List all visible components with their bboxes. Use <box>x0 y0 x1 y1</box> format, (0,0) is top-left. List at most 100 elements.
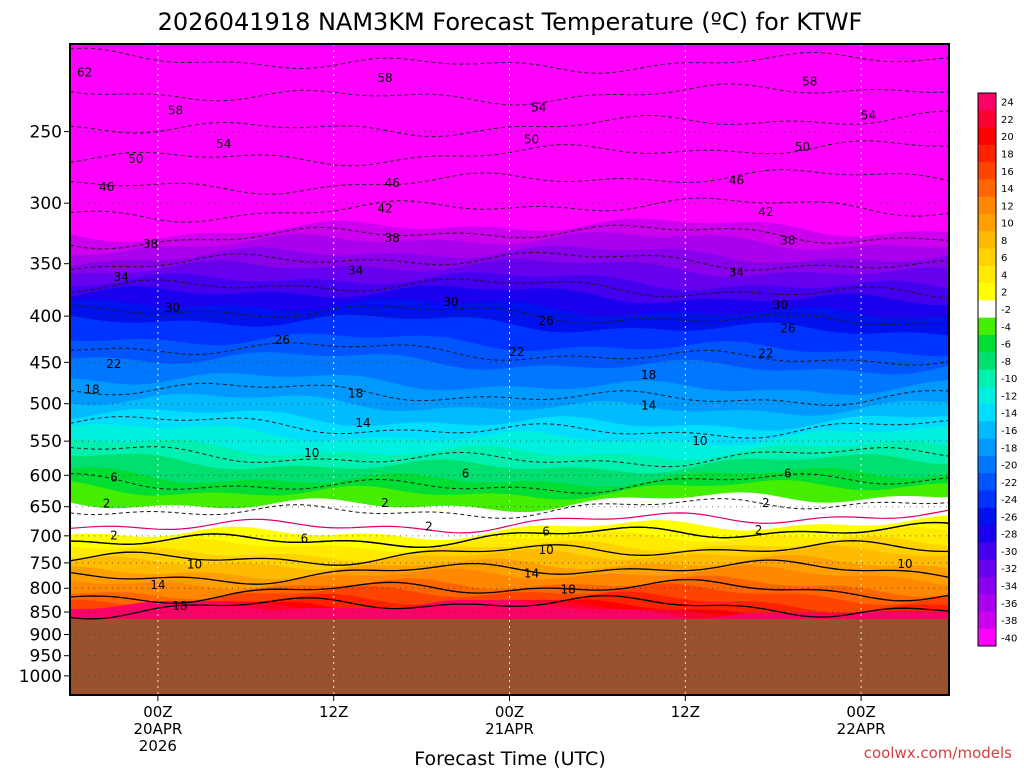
colorbar-swatch <box>978 196 996 215</box>
colorbar-swatch <box>978 231 996 250</box>
colorbar-swatch <box>978 386 996 405</box>
contour-label: 50 <box>795 140 810 154</box>
contour-label: 38 <box>780 234 795 248</box>
contour-label: 22 <box>106 357 121 371</box>
colorbar-label: -14 <box>1001 409 1017 420</box>
contour-label: 2 <box>755 523 763 537</box>
colorbar-label: -22 <box>1001 478 1017 489</box>
colorbar-label: -6 <box>1001 340 1011 351</box>
contour-label: 54 <box>861 109 876 123</box>
contour-line <box>70 83 949 106</box>
contour-label: 18 <box>84 382 99 396</box>
colorbar-label: -16 <box>1001 426 1017 437</box>
colorbar-swatch <box>978 334 996 353</box>
colorbar-label: -12 <box>1001 391 1017 402</box>
contour-label: 14 <box>641 398 656 412</box>
contour-label: 6 <box>110 470 118 484</box>
y-tick-label: 450 <box>30 353 62 373</box>
x-axis-label: Forecast Time (UTC) <box>414 748 605 768</box>
contour-line <box>70 140 949 167</box>
y-tick-label: 350 <box>30 255 62 275</box>
colorbar-swatch <box>978 265 996 284</box>
colorbar-swatch <box>978 317 996 336</box>
contour-line <box>70 251 949 271</box>
contour-label: 34 <box>114 270 129 284</box>
contour-label: 30 <box>773 298 788 312</box>
colorbar-label: 8 <box>1001 236 1007 247</box>
colorbar-swatch <box>978 421 996 440</box>
colorbar-label: -8 <box>1001 357 1011 368</box>
colorbar-swatch <box>978 542 996 561</box>
contour-label: 10 <box>187 557 202 571</box>
x-tick-label: 22APR <box>837 720 886 738</box>
colorbar-label: -34 <box>1001 582 1017 593</box>
colorbar-swatch <box>978 283 996 301</box>
contour-label: 30 <box>165 301 180 315</box>
colorbar-swatch <box>978 490 996 509</box>
colorbar-swatch <box>978 576 996 595</box>
colorbar-swatch <box>978 144 996 163</box>
contour-line <box>70 498 949 519</box>
contour-label: 10 <box>304 446 319 460</box>
y-tick-label: 500 <box>30 395 62 415</box>
x-tick-label: 00Z <box>495 703 524 721</box>
contour-line <box>70 559 949 585</box>
y-tick-label: 700 <box>30 527 62 547</box>
plot-area <box>70 44 949 695</box>
contour-label: 2 <box>103 497 111 511</box>
contour-line <box>70 382 949 406</box>
colorbar-swatch <box>978 300 996 319</box>
contour-label: 14 <box>524 567 539 581</box>
contour-label: 50 <box>128 152 143 166</box>
contour-lines <box>70 47 949 620</box>
contour-label: 26 <box>275 333 290 347</box>
colorbar-swatch <box>978 127 996 146</box>
contour-label: 30 <box>443 295 458 309</box>
colorbar-label: -36 <box>1001 599 1017 610</box>
colorbar-label: -38 <box>1001 616 1017 627</box>
contour-line <box>70 594 949 620</box>
colorbar-label: 14 <box>1001 184 1014 195</box>
contour-line <box>70 278 949 299</box>
colorbar-label: 18 <box>1001 149 1014 160</box>
colorbar-label: 12 <box>1001 201 1014 212</box>
contour-line <box>70 473 949 494</box>
colorbar-swatch <box>978 594 996 612</box>
freezing-line <box>70 509 949 534</box>
colorbar-swatch <box>978 611 996 630</box>
y-tick-label: 600 <box>30 466 62 486</box>
contour-label: 18 <box>560 583 575 597</box>
contour-label: 10 <box>538 543 553 557</box>
contour-label: 2 <box>110 528 118 542</box>
y-tick-label: 1000 <box>19 667 62 687</box>
colorbar-swatch <box>978 559 996 578</box>
contour-label: 6 <box>784 466 792 480</box>
colorbar-label: -2 <box>1001 305 1011 316</box>
y-tick-label: 800 <box>30 579 62 599</box>
contour-line <box>70 521 949 548</box>
colorbar-swatch <box>978 404 996 422</box>
colorbar-label: 24 <box>1001 98 1014 109</box>
contour-label: 6 <box>542 524 550 538</box>
colorbar-label: -24 <box>1001 495 1017 506</box>
colorbar-label: 2 <box>1001 288 1007 299</box>
y-tick-label: 300 <box>30 194 62 214</box>
colorbar-label: 20 <box>1001 132 1014 143</box>
x-tick-label: 12Z <box>671 703 700 721</box>
contour-label: 6 <box>301 532 309 546</box>
contour-line <box>70 446 949 468</box>
colorbar-swatch <box>978 213 996 232</box>
contour-label: 54 <box>216 137 231 151</box>
colorbar-label: 16 <box>1001 167 1014 178</box>
colorbar-label: -32 <box>1001 564 1017 575</box>
contour-label: 6 <box>462 466 470 480</box>
contour-label: 18 <box>348 386 363 400</box>
colorbar-frame <box>977 92 997 647</box>
y-tick-label: 850 <box>30 603 62 623</box>
contour-line <box>70 110 949 138</box>
colorbar-label: -4 <box>1001 322 1011 333</box>
colorbar-label: -26 <box>1001 512 1017 523</box>
contour-label: 42 <box>377 201 392 215</box>
colorbar-swatch <box>978 369 996 388</box>
